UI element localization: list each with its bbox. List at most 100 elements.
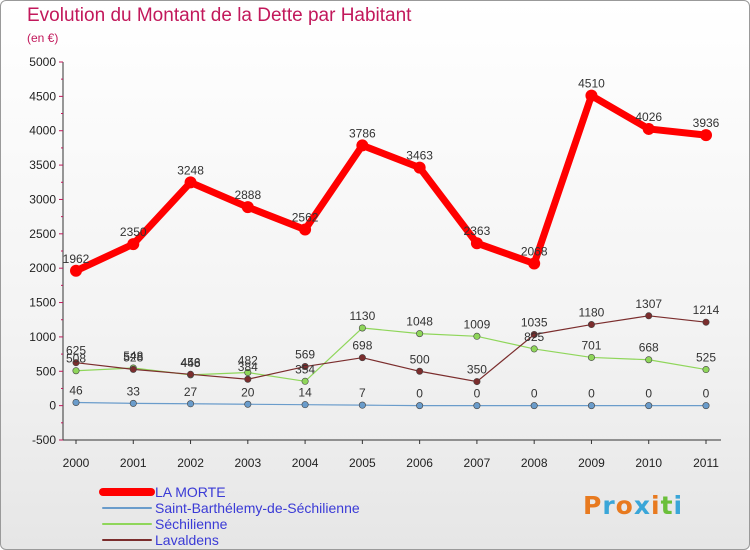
- data-label: 525: [696, 351, 716, 365]
- data-point: [72, 398, 80, 406]
- data-point: [585, 89, 598, 102]
- data-point: [129, 399, 137, 407]
- data-point: [470, 237, 483, 250]
- data-label: 4026: [635, 110, 662, 124]
- y-tick-label: 4500: [29, 89, 56, 103]
- x-tick-label: 2009: [578, 456, 605, 470]
- data-point: [416, 330, 424, 338]
- data-label: 20: [241, 385, 255, 399]
- series-1: [72, 398, 710, 410]
- x-tick-label: 2011: [693, 456, 719, 470]
- x-tick-label: 2006: [406, 456, 433, 470]
- y-tick-label: 0: [49, 399, 56, 413]
- data-point: [301, 401, 309, 409]
- series-line: [75, 401, 707, 407]
- data-point: [356, 139, 369, 152]
- data-point: [700, 129, 712, 142]
- x-tick-label: 2004: [292, 456, 319, 470]
- legend-label: LA MORTE: [155, 484, 226, 500]
- y-tick-label: 1500: [29, 296, 56, 310]
- data-point: [244, 369, 252, 377]
- series-2: [72, 324, 710, 385]
- y-tick-label: 3000: [29, 192, 56, 206]
- data-point: [587, 353, 595, 361]
- data-label: 1962: [63, 252, 90, 266]
- data-label: 625: [66, 344, 86, 358]
- data-point: [530, 345, 538, 353]
- data-label: 569: [295, 348, 315, 362]
- data-label: 0: [645, 387, 652, 401]
- logo-letter: o: [615, 491, 634, 520]
- data-point: [72, 359, 80, 367]
- data-point: [645, 356, 653, 364]
- series-line: [75, 327, 707, 382]
- data-point: [301, 377, 309, 385]
- series-layer: [70, 89, 712, 410]
- logo-letter: P: [583, 491, 603, 520]
- x-tick-label: 2007: [464, 456, 491, 470]
- data-label: 0: [588, 387, 595, 401]
- legend-label: Lavaldens: [155, 532, 219, 548]
- legend-label: Séchilienne: [155, 516, 228, 532]
- data-label: 2363: [464, 224, 491, 238]
- data-point: [645, 312, 653, 320]
- data-label: 482: [238, 354, 258, 368]
- x-tick-label: 2003: [234, 456, 261, 470]
- legend-label: Saint-Barthélemy-de-Séchilienne: [155, 500, 360, 516]
- logo-letter: r: [602, 491, 616, 520]
- data-point: [702, 318, 710, 326]
- data-label: 2888: [234, 188, 261, 202]
- data-point: [244, 375, 252, 383]
- series-line: [75, 315, 707, 383]
- data-point: [184, 176, 197, 189]
- x-tick-label: 2000: [63, 456, 90, 470]
- logo-letter: x: [633, 491, 651, 520]
- y-tick-label: 2500: [29, 227, 56, 241]
- data-point: [528, 257, 541, 270]
- data-label: 448: [181, 356, 201, 370]
- logo-letter: t: [660, 491, 674, 520]
- data-point: [187, 370, 195, 378]
- data-label: 508: [66, 352, 86, 366]
- axes: -500050010001500200025003000350040004500…: [29, 55, 721, 470]
- data-point: [587, 402, 595, 410]
- data-label: 2562: [292, 211, 319, 225]
- data-point: [645, 402, 653, 410]
- logo-letter: i: [651, 491, 661, 520]
- data-label: 1214: [693, 303, 720, 317]
- data-label: 500: [410, 352, 430, 366]
- data-label: 701: [581, 338, 601, 352]
- y-tick-label: 2000: [29, 261, 56, 275]
- data-label: 1009: [464, 317, 491, 331]
- y-tick-label: -500: [32, 433, 56, 447]
- x-tick-label: 2010: [635, 456, 662, 470]
- data-label: 528: [123, 350, 143, 364]
- data-label: 33: [127, 384, 141, 398]
- data-point: [72, 367, 80, 375]
- data-label: 14: [298, 386, 312, 400]
- chart-title: Evolution du Montant de la Dette par Hab…: [27, 5, 412, 26]
- data-point: [129, 365, 137, 373]
- data-point: [473, 378, 481, 386]
- data-point: [530, 331, 538, 339]
- data-point: [416, 402, 424, 410]
- data-label: 1048: [406, 315, 433, 329]
- data-labels-layer: 46 33 27 20 14 7 0 0 0 0 0 0 508 548 448 482 354 1130 1048…: [63, 77, 720, 401]
- data-point: [187, 400, 195, 408]
- data-label: 384: [238, 360, 258, 374]
- data-label: 0: [416, 387, 423, 401]
- data-label: 350: [467, 363, 487, 377]
- y-tick-label: 1000: [29, 330, 56, 344]
- y-tick-label: 3500: [29, 158, 56, 172]
- data-point: [473, 402, 481, 410]
- data-label: 668: [639, 341, 659, 355]
- data-point: [127, 238, 140, 251]
- proxiti-logo: Proxiti: [583, 491, 683, 525]
- data-label: 2350: [120, 225, 147, 239]
- y-tick-label: 5000: [29, 55, 56, 69]
- logo-letter: i: [673, 491, 684, 520]
- data-label: 1307: [635, 297, 662, 311]
- y-tick-label: 4000: [29, 124, 56, 138]
- data-label: 1180: [579, 306, 605, 320]
